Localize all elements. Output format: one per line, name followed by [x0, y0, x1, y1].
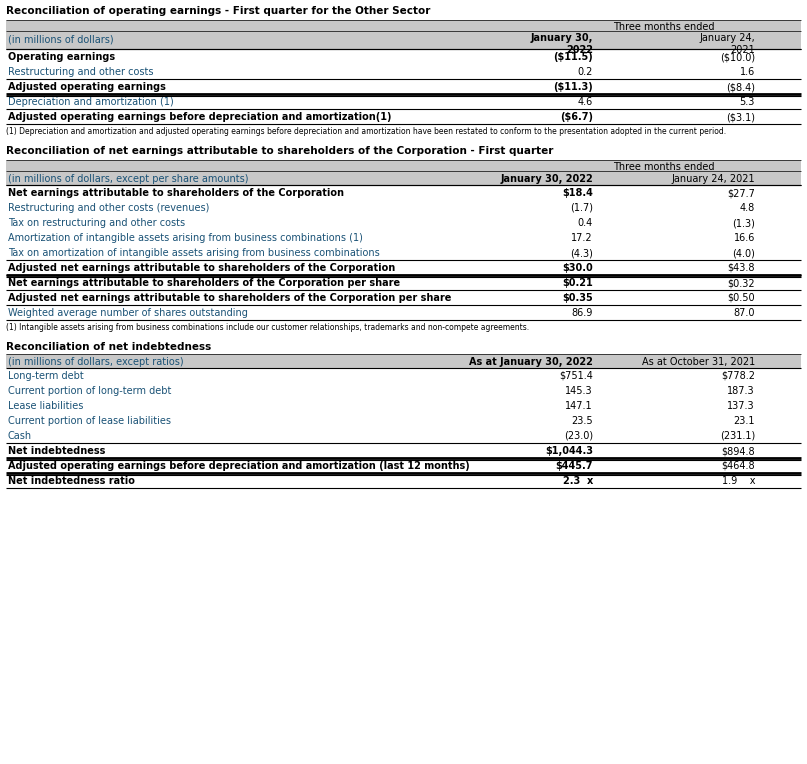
Text: 86.9: 86.9	[571, 308, 593, 318]
Text: Adjusted operating earnings: Adjusted operating earnings	[8, 82, 166, 92]
Text: $778.2: $778.2	[721, 371, 755, 381]
Text: Net earnings attributable to shareholders of the Corporation: Net earnings attributable to shareholder…	[8, 188, 344, 198]
Text: Amortization of intangible assets arising from business combinations (1): Amortization of intangible assets arisin…	[8, 233, 363, 243]
Text: 5.3: 5.3	[740, 97, 755, 107]
Bar	[6, 20, 801, 31]
Text: Net indebtedness: Net indebtedness	[8, 446, 106, 456]
Text: (231.1): (231.1)	[720, 431, 755, 441]
Text: ($3.1): ($3.1)	[726, 112, 755, 122]
Text: Depreciation and amortization (1): Depreciation and amortization (1)	[8, 97, 174, 107]
Text: (23.0): (23.0)	[564, 431, 593, 441]
Text: 0.2: 0.2	[578, 67, 593, 77]
Text: 0.4: 0.4	[578, 218, 593, 228]
Text: Restructuring and other costs (revenues): Restructuring and other costs (revenues)	[8, 203, 209, 213]
Text: 137.3: 137.3	[727, 401, 755, 411]
Text: (1) Depreciation and amortization and adjusted operating earnings before depreci: (1) Depreciation and amortization and ad…	[6, 127, 726, 136]
Text: 16.6: 16.6	[734, 233, 755, 243]
Text: Net indebtedness ratio: Net indebtedness ratio	[8, 476, 135, 486]
Text: 145.3: 145.3	[566, 386, 593, 396]
Text: Current portion of long-term debt: Current portion of long-term debt	[8, 386, 171, 396]
Text: ($6.7): ($6.7)	[560, 112, 593, 122]
Text: January 24, 2021: January 24, 2021	[671, 174, 755, 184]
Text: 4.6: 4.6	[578, 97, 593, 107]
Text: Adjusted operating earnings before depreciation and amortization (last 12 months: Adjusted operating earnings before depre…	[8, 461, 470, 471]
Text: 17.2: 17.2	[571, 233, 593, 243]
Text: $43.8: $43.8	[727, 263, 755, 273]
Text: Reconciliation of net earnings attributable to shareholders of the Corporation -: Reconciliation of net earnings attributa…	[6, 146, 554, 156]
Text: January 30,
2022: January 30, 2022	[531, 33, 593, 54]
Text: Tax on restructuring and other costs: Tax on restructuring and other costs	[8, 218, 185, 228]
Text: 87.0: 87.0	[734, 308, 755, 318]
Text: Lease liabilities: Lease liabilities	[8, 401, 83, 411]
Bar	[6, 354, 801, 368]
Text: (1.7): (1.7)	[570, 203, 593, 213]
Text: Cash: Cash	[8, 431, 32, 441]
Text: $18.4: $18.4	[562, 188, 593, 198]
Text: $894.8: $894.8	[721, 446, 755, 456]
Text: Operating earnings: Operating earnings	[8, 52, 115, 62]
Text: Reconciliation of operating earnings - First quarter for the Other Sector: Reconciliation of operating earnings - F…	[6, 6, 430, 16]
Text: ($8.4): ($8.4)	[726, 82, 755, 92]
Text: $0.21: $0.21	[562, 278, 593, 288]
Text: January 30, 2022: January 30, 2022	[500, 174, 593, 184]
Text: (4.0): (4.0)	[732, 248, 755, 258]
Text: ($11.3): ($11.3)	[554, 82, 593, 92]
Text: Adjusted net earnings attributable to shareholders of the Corporation: Adjusted net earnings attributable to sh…	[8, 263, 395, 273]
Text: 23.5: 23.5	[571, 416, 593, 426]
Text: Reconciliation of net indebtedness: Reconciliation of net indebtedness	[6, 342, 211, 352]
Text: Three months ended: Three months ended	[613, 162, 715, 172]
Text: (in millions of dollars, except per share amounts): (in millions of dollars, except per shar…	[8, 174, 249, 184]
Text: $464.8: $464.8	[721, 461, 755, 471]
Text: 147.1: 147.1	[566, 401, 593, 411]
Text: (1) Intangible assets arising from business combinations include our customer re: (1) Intangible assets arising from busin…	[6, 323, 529, 332]
Text: Weighted average number of shares outstanding: Weighted average number of shares outsta…	[8, 308, 248, 318]
Text: January 24,
2021: January 24, 2021	[699, 33, 755, 54]
Bar	[6, 31, 801, 49]
Text: $0.32: $0.32	[727, 278, 755, 288]
Text: (4.3): (4.3)	[570, 248, 593, 258]
Text: Adjusted net earnings attributable to shareholders of the Corporation per share: Adjusted net earnings attributable to sh…	[8, 293, 451, 303]
Text: Net earnings attributable to shareholders of the Corporation per share: Net earnings attributable to shareholder…	[8, 278, 400, 288]
Text: ($10.0): ($10.0)	[720, 52, 755, 62]
Text: 4.8: 4.8	[740, 203, 755, 213]
Bar	[6, 160, 801, 171]
Text: $0.35: $0.35	[562, 293, 593, 303]
Text: $1,044.3: $1,044.3	[545, 446, 593, 456]
Text: As at October 31, 2021: As at October 31, 2021	[642, 357, 755, 367]
Text: Adjusted operating earnings before depreciation and amortization(1): Adjusted operating earnings before depre…	[8, 112, 391, 122]
Text: 187.3: 187.3	[727, 386, 755, 396]
Text: $751.4: $751.4	[559, 371, 593, 381]
Text: Long-term debt: Long-term debt	[8, 371, 84, 381]
Bar	[6, 171, 801, 185]
Text: 1.6: 1.6	[740, 67, 755, 77]
Text: 1.9    x: 1.9 x	[721, 476, 755, 486]
Text: $30.0: $30.0	[562, 263, 593, 273]
Text: Tax on amortization of intangible assets arising from business combinations: Tax on amortization of intangible assets…	[8, 248, 380, 258]
Text: Three months ended: Three months ended	[613, 22, 715, 32]
Text: $27.7: $27.7	[727, 188, 755, 198]
Text: Current portion of lease liabilities: Current portion of lease liabilities	[8, 416, 171, 426]
Text: 2.3  x: 2.3 x	[562, 476, 593, 486]
Text: $0.50: $0.50	[727, 293, 755, 303]
Text: As at January 30, 2022: As at January 30, 2022	[469, 357, 593, 367]
Text: ($11.5): ($11.5)	[554, 52, 593, 62]
Text: (in millions of dollars, except ratios): (in millions of dollars, except ratios)	[8, 357, 184, 367]
Text: (1.3): (1.3)	[732, 218, 755, 228]
Text: $445.7: $445.7	[555, 461, 593, 471]
Text: 23.1: 23.1	[734, 416, 755, 426]
Text: Restructuring and other costs: Restructuring and other costs	[8, 67, 153, 77]
Text: (in millions of dollars): (in millions of dollars)	[8, 34, 114, 44]
